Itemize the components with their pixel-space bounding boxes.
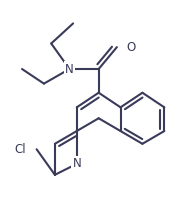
Text: N: N xyxy=(72,157,81,170)
Text: Cl: Cl xyxy=(14,143,26,156)
Text: N: N xyxy=(65,62,74,76)
Text: O: O xyxy=(127,41,136,54)
